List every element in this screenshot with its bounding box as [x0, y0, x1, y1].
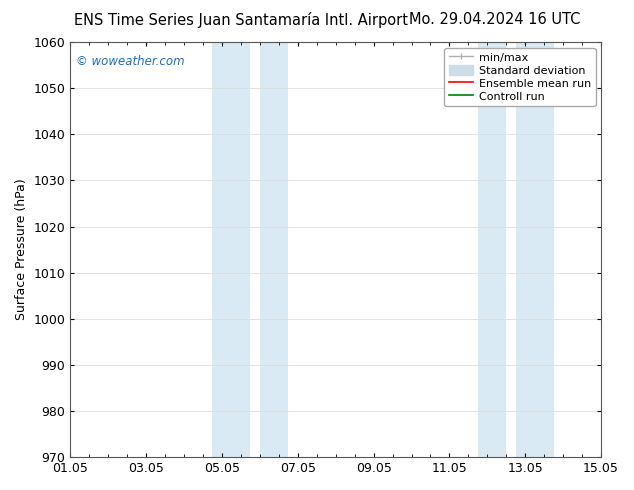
Y-axis label: Surface Pressure (hPa): Surface Pressure (hPa) — [15, 179, 28, 320]
Bar — [516, 42, 553, 457]
Bar — [260, 42, 288, 457]
Legend: min/max, Standard deviation, Ensemble mean run, Controll run: min/max, Standard deviation, Ensemble me… — [444, 48, 595, 106]
Text: © woweather.com: © woweather.com — [75, 54, 184, 68]
Text: ENS Time Series Juan Santamaría Intl. Airport: ENS Time Series Juan Santamaría Intl. Ai… — [74, 12, 408, 28]
Text: Mo. 29.04.2024 16 UTC: Mo. 29.04.2024 16 UTC — [409, 12, 580, 27]
Bar — [478, 42, 507, 457]
Bar — [212, 42, 250, 457]
